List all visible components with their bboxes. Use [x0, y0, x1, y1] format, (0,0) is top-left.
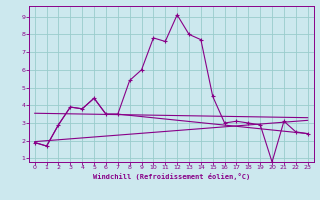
X-axis label: Windchill (Refroidissement éolien,°C): Windchill (Refroidissement éolien,°C) — [92, 173, 250, 180]
